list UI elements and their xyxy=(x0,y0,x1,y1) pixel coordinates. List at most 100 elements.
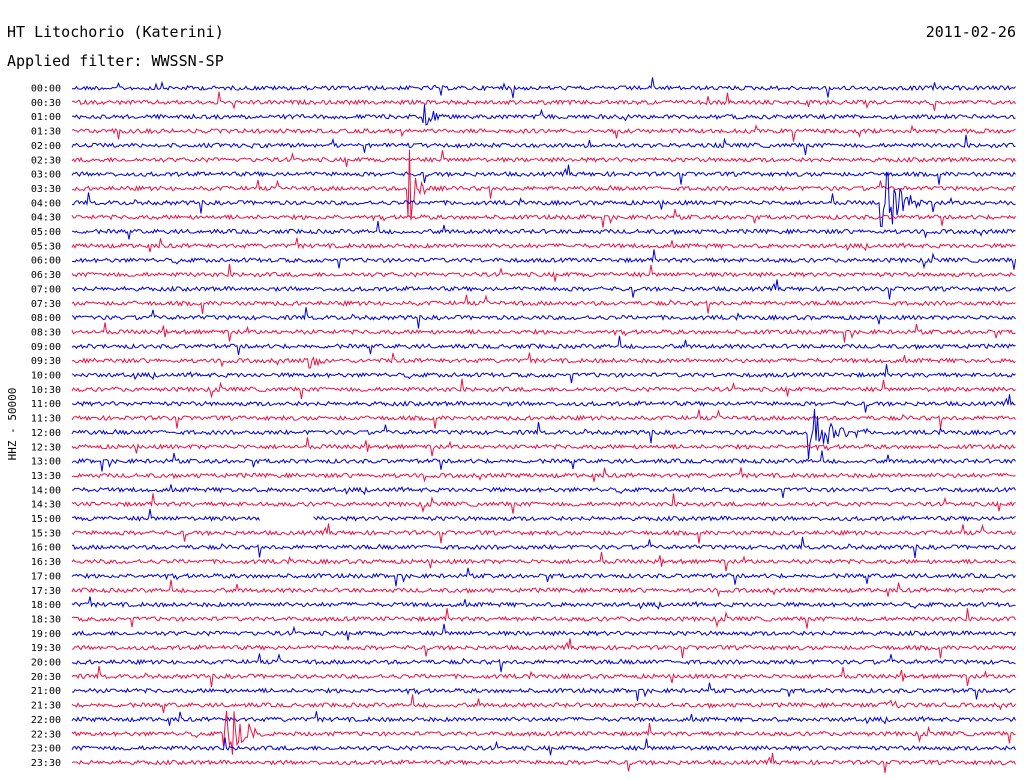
trace-row xyxy=(71,307,1016,329)
time-tick-label: 18:30 xyxy=(31,614,61,625)
trace-row xyxy=(71,623,1016,641)
trace-row xyxy=(71,484,1016,498)
trace-row xyxy=(71,171,1016,228)
time-tick-label: 18:00 xyxy=(31,600,61,611)
time-tick-label: 07:30 xyxy=(31,299,61,310)
trace-row xyxy=(71,279,1016,300)
time-tick-label: 19:00 xyxy=(31,629,61,640)
trace-row xyxy=(71,149,1016,221)
time-tick-label: 09:30 xyxy=(31,356,61,367)
trace-row xyxy=(71,134,1016,155)
trace-row xyxy=(71,164,1016,185)
trace-row xyxy=(71,364,1016,384)
trace-row xyxy=(71,437,1016,457)
trace-row xyxy=(71,579,1016,598)
trace-row xyxy=(71,711,1016,726)
time-tick-label: 23:30 xyxy=(31,758,61,769)
time-tick-label: 19:30 xyxy=(31,643,61,654)
trace-row xyxy=(71,352,1016,369)
trace-row xyxy=(71,567,1016,587)
time-tick-label: 22:00 xyxy=(31,715,61,726)
trace-row xyxy=(72,220,1016,240)
time-tick-label: 16:30 xyxy=(31,557,61,568)
trace-row xyxy=(71,150,1016,167)
time-tick-label: 21:30 xyxy=(31,701,61,712)
time-tick-label: 16:00 xyxy=(31,543,61,554)
time-tick-label: 00:30 xyxy=(31,98,61,109)
time-tick-label: 17:00 xyxy=(31,571,61,582)
time-tick-label: 02:00 xyxy=(31,141,61,152)
record-date: 2011-02-26 xyxy=(926,23,1016,41)
time-tick-label: 23:00 xyxy=(31,744,61,755)
time-tick-label: 15:30 xyxy=(31,528,61,539)
time-tick-labels: 00:00 00:30 01:00 01:30 02:00 02:30 03:00 03:30… xyxy=(31,84,61,769)
trace-row xyxy=(71,335,1016,356)
seismogram-traces xyxy=(71,77,1016,773)
time-tick-label: 14:00 xyxy=(31,485,61,496)
time-tick-label: 03:30 xyxy=(31,184,61,195)
trace-row xyxy=(71,638,1016,659)
time-tick-label: 11:30 xyxy=(31,414,61,425)
trace-row xyxy=(71,378,1016,399)
time-tick-label: 20:30 xyxy=(31,672,61,683)
trace-row xyxy=(71,104,1016,126)
trace-row xyxy=(71,394,1016,413)
time-tick-label: 11:00 xyxy=(31,399,61,410)
time-tick-label: 04:30 xyxy=(31,213,61,224)
time-tick-label: 13:00 xyxy=(31,457,61,468)
station-title: HT Litochorio (Katerini) xyxy=(7,23,224,41)
trace-row xyxy=(71,523,1016,544)
trace-row xyxy=(71,91,1016,111)
time-tick-label: 08:00 xyxy=(31,313,61,324)
trace-row xyxy=(71,608,1016,629)
time-tick-label: 21:00 xyxy=(31,686,61,697)
trace-row xyxy=(71,249,1016,270)
time-tick-label: 03:00 xyxy=(31,170,61,181)
trace-row xyxy=(71,124,1016,142)
trace-row xyxy=(71,263,1016,282)
time-tick-label: 06:00 xyxy=(31,256,61,267)
trace-row xyxy=(71,294,1016,314)
time-tick-label: 08:30 xyxy=(31,327,61,338)
trace-row xyxy=(71,450,1016,472)
time-tick-label: 01:00 xyxy=(31,112,61,123)
time-tick-label: 15:00 xyxy=(31,514,61,525)
time-tick-label: 05:30 xyxy=(31,241,61,252)
time-tick-label: 01:30 xyxy=(31,127,61,138)
trace-row xyxy=(71,493,1016,514)
trace-row xyxy=(71,737,1016,756)
trace-row xyxy=(71,710,1016,755)
trace-row xyxy=(71,596,1016,610)
trace-row xyxy=(313,514,1016,522)
trace-row xyxy=(71,409,1016,429)
time-tick-label: 05:00 xyxy=(31,227,61,238)
trace-row xyxy=(71,652,1016,673)
time-tick-label: 12:30 xyxy=(31,442,61,453)
trace-row xyxy=(71,408,1016,460)
trace-row xyxy=(71,665,1016,688)
time-tick-label: 02:30 xyxy=(31,155,61,166)
time-tick-label: 04:00 xyxy=(31,198,61,209)
y-axis-label: HHZ - 50000 xyxy=(6,388,19,461)
trace-row xyxy=(71,682,1016,702)
trace-row xyxy=(71,694,1016,713)
time-tick-label: 09:00 xyxy=(31,342,61,353)
trace-row xyxy=(71,552,1016,572)
trace-row xyxy=(71,77,1016,99)
time-tick-label: 07:00 xyxy=(31,284,61,295)
time-tick-label: 13:30 xyxy=(31,471,61,482)
time-tick-label: 20:00 xyxy=(31,658,61,669)
trace-row xyxy=(71,237,1016,253)
time-tick-label: 00:00 xyxy=(31,84,61,95)
trace-row xyxy=(71,536,1016,559)
time-tick-label: 10:00 xyxy=(31,371,61,382)
trace-row xyxy=(71,508,260,522)
time-tick-label: 10:30 xyxy=(31,385,61,396)
filter-label: Applied filter: WWSSN-SP xyxy=(7,52,224,70)
time-tick-label: 12:00 xyxy=(31,428,61,439)
time-tick-label: 22:30 xyxy=(31,729,61,740)
time-tick-label: 14:30 xyxy=(31,500,61,511)
trace-row xyxy=(71,467,1016,483)
time-tick-label: 06:30 xyxy=(31,270,61,281)
